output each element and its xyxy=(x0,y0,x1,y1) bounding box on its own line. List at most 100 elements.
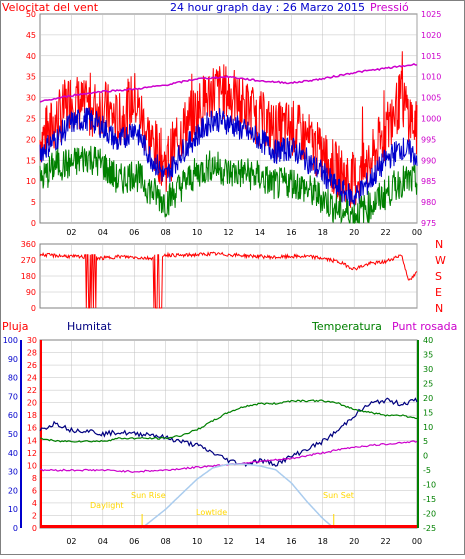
humidity-grid xyxy=(40,340,418,528)
temperature-tick-label: 35 xyxy=(423,350,433,359)
rain-tick-label: 28 xyxy=(27,349,37,358)
chart-title: 24 hour graph day : 26 Marzo 2015 xyxy=(170,1,365,14)
compass-label: S xyxy=(435,270,442,283)
time-tick-label: 12 xyxy=(223,537,233,546)
time-tick-label: 00 xyxy=(412,228,422,237)
rain-tick-label: 2 xyxy=(32,511,37,520)
temperature-tick-label: 25 xyxy=(423,379,433,388)
pressure-tick-label: 975 xyxy=(421,219,436,228)
humidity-axis-bar xyxy=(20,340,22,528)
temperature-axis-title: Temperatura xyxy=(311,320,382,333)
time-tick-label: 08 xyxy=(161,537,171,546)
temperature-tick-label: 20 xyxy=(423,394,433,403)
humidity-temperature-series xyxy=(39,397,418,529)
temperature-tick-label: -15 xyxy=(423,495,436,504)
temperature-tick-label: 5 xyxy=(423,437,428,446)
daylight-label: Daylight xyxy=(90,501,124,510)
wind-tick-label: 30 xyxy=(26,94,36,103)
time-tick-label: 00 xyxy=(412,537,422,546)
rain-axis-bar xyxy=(40,340,42,528)
temperature-tick-label: -5 xyxy=(423,466,431,475)
wind-tick-label: 45 xyxy=(26,31,36,40)
temperature-tick-label: 40 xyxy=(423,336,433,345)
time-tick-label: 20 xyxy=(349,228,359,237)
wind-tick-label: 10 xyxy=(26,177,36,186)
temperature-tick-label: 10 xyxy=(423,423,433,432)
temperature-tick-label: -20 xyxy=(423,510,436,519)
humidity-tick-label: 100 xyxy=(3,336,18,345)
time-tick-label: 02 xyxy=(66,228,76,237)
temperature-tick-label: 0 xyxy=(423,452,428,461)
temperature-tick-label: -10 xyxy=(423,481,436,490)
low-wind-line xyxy=(39,145,418,225)
humidity-tick-label: 80 xyxy=(8,374,18,383)
pressure-tick-label: 1005 xyxy=(421,94,441,103)
temperature-tick-label: -25 xyxy=(423,524,436,533)
humidity-tick-label: 20 xyxy=(8,486,18,495)
rain-baseline xyxy=(40,525,417,528)
pressure-tick-label: 985 xyxy=(421,177,436,186)
humidity-tick-label: 10 xyxy=(8,505,18,514)
humidity-tick-label: 50 xyxy=(8,430,18,439)
humidity-time-axis: 02 04 06 08 10 12 14 16 18 20 22 00 xyxy=(66,537,422,546)
pressure-tick-label: 980 xyxy=(421,198,436,207)
wind-series xyxy=(39,51,418,225)
rain-tick-label: 4 xyxy=(32,499,37,508)
time-tick-label: 10 xyxy=(192,228,202,237)
wind-tick-label: 35 xyxy=(26,73,36,82)
sunset-label: Sun Set xyxy=(323,491,354,500)
wind-tick-label: 50 xyxy=(26,10,36,19)
avg-wind-line xyxy=(39,107,418,207)
rain-tick-label: 20 xyxy=(27,399,37,408)
wind-speed-axis: 0 5 10 15 20 25 30 35 40 45 50 xyxy=(26,10,36,228)
pressure-tick-label: 990 xyxy=(421,156,436,165)
lowtide-label: Lowtide xyxy=(196,508,227,517)
temperature-line xyxy=(39,399,418,443)
time-tick-label: 18 xyxy=(318,228,328,237)
time-tick-label: 08 xyxy=(161,228,171,237)
compass-label: N xyxy=(435,302,443,315)
direction-grid xyxy=(40,244,418,308)
compass-label: N xyxy=(435,238,443,251)
humidity-tick-label: 0 xyxy=(13,524,18,533)
left-axis-title: Velocitat del vent xyxy=(2,1,99,14)
wind-tick-label: 15 xyxy=(26,156,36,165)
rain-tick-label: 0 xyxy=(32,524,37,533)
dewpoint-axis-title: Punt rosada xyxy=(392,320,457,333)
humidity-tick-label: 70 xyxy=(8,392,18,401)
time-tick-label: 02 xyxy=(66,537,76,546)
time-tick-label: 20 xyxy=(349,537,359,546)
pressure-tick-label: 1025 xyxy=(421,10,441,19)
rain-tick-label: 14 xyxy=(27,436,37,445)
humidity-tick-label: 90 xyxy=(8,355,18,364)
direction-tick-label: 90 xyxy=(26,288,36,297)
rain-tick-label: 6 xyxy=(32,486,37,495)
humidity-axis-title: Humitat xyxy=(67,320,112,333)
pressure-tick-label: 1015 xyxy=(421,52,441,61)
wind-tick-label: 40 xyxy=(26,52,36,61)
pressure-tick-label: 1020 xyxy=(421,31,441,40)
humidity-tick-label: 40 xyxy=(8,449,18,458)
direction-line xyxy=(39,251,418,309)
rain-tick-label: 8 xyxy=(32,474,37,483)
pressure-axis: 975 980 985 990 995 1000 1005 1010 1015 1020 1025 xyxy=(421,10,441,228)
wind-tick-label: 25 xyxy=(26,115,36,124)
direction-tick-label: 180 xyxy=(21,272,36,281)
humidity-tick-label: 60 xyxy=(8,411,18,420)
solar-line xyxy=(141,463,335,529)
direction-tick-label: 0 xyxy=(31,304,36,313)
rain-axis-title: Pluja xyxy=(2,320,28,333)
compass-label: W xyxy=(435,254,446,267)
rain-tick-label: 12 xyxy=(27,449,37,458)
time-tick-label: 18 xyxy=(318,537,328,546)
time-tick-label: 04 xyxy=(98,537,108,546)
wind-tick-label: 0 xyxy=(31,219,36,228)
pressure-line xyxy=(39,63,418,103)
rain-tick-label: 18 xyxy=(27,411,37,420)
time-tick-label: 06 xyxy=(129,537,139,546)
rain-tick-label: 30 xyxy=(27,336,37,345)
